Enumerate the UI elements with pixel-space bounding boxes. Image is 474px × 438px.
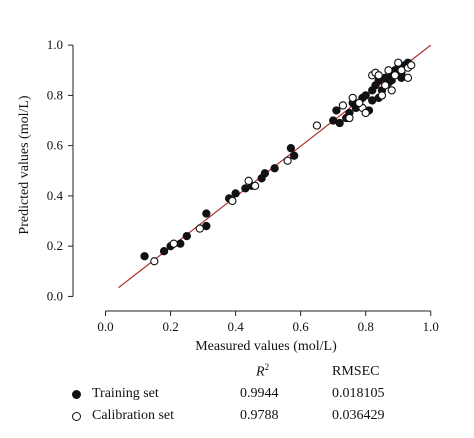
x-tick-label: 0.6 — [293, 319, 310, 334]
x-tick-label: 0.0 — [97, 319, 113, 334]
training-point — [270, 164, 279, 173]
calibration-point — [381, 81, 390, 90]
legend-row-calibration: Calibration set 0.9788 0.036429 — [70, 408, 470, 428]
legend-header-row: R2 RMSEC — [70, 362, 470, 384]
calibration-point — [283, 156, 292, 165]
calibration-point — [394, 58, 403, 67]
x-axis-title: Measured values (mol/L) — [195, 339, 337, 354]
training-point — [289, 151, 299, 160]
x-tick-label: 0.8 — [358, 319, 374, 334]
training-point — [260, 169, 270, 178]
training-point — [182, 231, 191, 241]
calibration-point — [390, 71, 400, 80]
training-point — [231, 189, 240, 198]
x-tick-label: 0.2 — [162, 319, 178, 334]
rmsec-header: RMSEC — [332, 364, 380, 379]
data-points-layer — [140, 58, 416, 266]
x-tick-label: 0.4 — [227, 319, 244, 334]
calibration-point — [169, 239, 178, 248]
calibration-set-marker-icon — [72, 412, 81, 421]
training-point — [361, 91, 370, 100]
y-tick-label: 0.8 — [47, 87, 63, 102]
y-tick-label: 0.6 — [47, 138, 64, 153]
calibration-point — [348, 93, 357, 103]
calibration-point — [403, 73, 413, 82]
calibration-r2-value: 0.9788 — [240, 408, 279, 423]
x-tick-label: 1.0 — [423, 319, 439, 334]
calibration-point — [250, 181, 260, 191]
legend-row-training: Training set 0.9944 0.018105 — [70, 386, 470, 406]
y-tick-label: 1.0 — [47, 37, 63, 52]
calibration-point — [345, 113, 354, 123]
calibration-point — [361, 108, 370, 118]
calibration-point — [384, 66, 393, 75]
y-tick-label: 0.0 — [47, 288, 63, 303]
calibration-point — [355, 98, 364, 108]
training-point — [286, 144, 296, 153]
training-r2-value: 0.9944 — [240, 386, 279, 401]
calibration-point — [150, 257, 159, 266]
y-tick-label: 0.2 — [47, 238, 63, 253]
y-axis-title: Predicted values (mol/L) — [17, 95, 32, 235]
training-point — [159, 247, 169, 256]
calibration-point — [407, 61, 416, 70]
calibration-set-label: Calibration set — [92, 408, 175, 423]
calibration-point — [387, 86, 396, 95]
calibration-point — [228, 196, 237, 206]
axes: 0.0 0.2 0.4 0.6 0.8 1.0 0.0 0.2 0.4 0.6 0.8 1.0 — [47, 37, 439, 334]
training-set-marker-icon — [72, 390, 81, 399]
training-point — [332, 106, 341, 115]
calibration-point — [312, 121, 322, 130]
y-tick-label: 0.4 — [47, 188, 64, 203]
training-point — [140, 252, 149, 261]
calibration-rmsec-value: 0.036429 — [332, 408, 385, 423]
scatter-chart: 0.0 0.2 0.4 0.6 0.8 1.0 0.0 0.2 0.4 0.6 0.8 1.0 Mea… — [17, 37, 439, 354]
calibration-point — [244, 176, 253, 185]
calibration-point — [195, 224, 204, 233]
calibration-point — [338, 101, 348, 110]
training-point — [202, 209, 211, 218]
calibration-point — [374, 71, 383, 80]
r2-header: R2 — [256, 362, 270, 380]
training-rmsec-value: 0.018105 — [332, 386, 385, 401]
calibration-point — [377, 91, 387, 100]
training-set-label: Training set — [92, 386, 159, 401]
training-point — [335, 118, 344, 128]
